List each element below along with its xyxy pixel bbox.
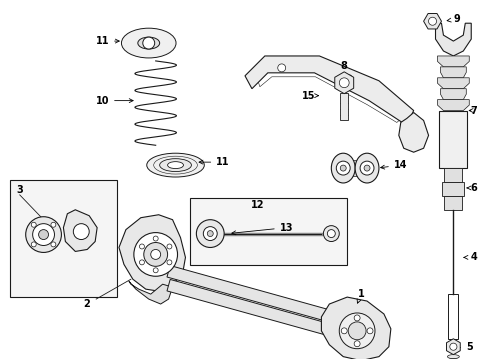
Text: 9: 9 — [446, 14, 459, 24]
Polygon shape — [440, 67, 466, 78]
Polygon shape — [334, 72, 353, 94]
Text: 11: 11 — [199, 157, 229, 167]
Circle shape — [134, 233, 177, 276]
Circle shape — [150, 249, 161, 260]
Bar — [442, 182, 463, 196]
Circle shape — [153, 268, 158, 273]
Circle shape — [73, 224, 89, 239]
Circle shape — [339, 78, 348, 88]
Bar — [190, 198, 346, 265]
Circle shape — [51, 242, 56, 247]
Circle shape — [341, 328, 346, 334]
Ellipse shape — [331, 153, 354, 183]
Circle shape — [359, 161, 373, 175]
Circle shape — [196, 220, 224, 247]
Polygon shape — [435, 23, 470, 56]
Circle shape — [39, 230, 48, 239]
Circle shape — [166, 260, 172, 265]
Text: 8: 8 — [340, 61, 347, 71]
Circle shape — [427, 17, 436, 25]
Polygon shape — [63, 210, 97, 251]
Ellipse shape — [160, 159, 191, 172]
Text: 7: 7 — [468, 105, 476, 116]
Ellipse shape — [354, 153, 378, 183]
Polygon shape — [335, 160, 374, 176]
Ellipse shape — [447, 355, 458, 359]
Ellipse shape — [121, 28, 176, 58]
Text: 5: 5 — [465, 342, 472, 352]
Circle shape — [33, 224, 54, 246]
Text: 11: 11 — [95, 36, 119, 46]
Text: 14: 14 — [380, 160, 407, 170]
Circle shape — [207, 231, 213, 237]
Bar — [10, 180, 117, 297]
Circle shape — [364, 165, 369, 171]
Circle shape — [51, 222, 56, 227]
Circle shape — [449, 343, 456, 350]
Circle shape — [347, 322, 366, 340]
Ellipse shape — [167, 162, 183, 168]
Circle shape — [139, 260, 144, 265]
Polygon shape — [119, 215, 185, 291]
Text: 13: 13 — [231, 222, 293, 235]
Polygon shape — [446, 339, 459, 355]
Circle shape — [339, 313, 374, 349]
Polygon shape — [437, 56, 468, 67]
Circle shape — [203, 227, 217, 240]
Ellipse shape — [146, 153, 204, 177]
Circle shape — [353, 315, 359, 321]
Text: 2: 2 — [82, 299, 89, 309]
Circle shape — [277, 64, 285, 72]
Bar — [444, 168, 461, 182]
Circle shape — [166, 244, 172, 249]
Text: 12: 12 — [251, 200, 264, 210]
Polygon shape — [167, 279, 348, 341]
Circle shape — [346, 75, 351, 81]
Polygon shape — [244, 56, 413, 125]
Circle shape — [142, 37, 154, 49]
Bar — [447, 294, 457, 339]
Circle shape — [353, 341, 359, 347]
Bar — [439, 111, 467, 168]
Circle shape — [326, 230, 335, 238]
Circle shape — [31, 222, 36, 227]
Text: 3: 3 — [16, 185, 23, 195]
Text: 15: 15 — [301, 91, 318, 101]
Text: 1: 1 — [356, 289, 364, 303]
Polygon shape — [437, 100, 468, 111]
Circle shape — [153, 236, 158, 241]
Bar — [340, 93, 347, 121]
Circle shape — [366, 328, 372, 334]
Text: 4: 4 — [463, 252, 476, 262]
Polygon shape — [321, 297, 390, 360]
Polygon shape — [398, 113, 427, 152]
Polygon shape — [423, 14, 441, 29]
Circle shape — [26, 217, 61, 252]
Polygon shape — [129, 281, 172, 304]
Text: 10: 10 — [95, 96, 133, 105]
Ellipse shape — [138, 37, 160, 49]
Circle shape — [143, 243, 167, 266]
Polygon shape — [440, 89, 466, 100]
Circle shape — [323, 226, 339, 242]
Circle shape — [336, 161, 349, 175]
Polygon shape — [167, 266, 348, 327]
Text: 6: 6 — [466, 183, 476, 193]
Circle shape — [340, 165, 346, 171]
Circle shape — [31, 242, 36, 247]
Polygon shape — [437, 78, 468, 89]
Ellipse shape — [447, 359, 458, 360]
Circle shape — [139, 244, 144, 249]
Bar — [444, 196, 461, 210]
